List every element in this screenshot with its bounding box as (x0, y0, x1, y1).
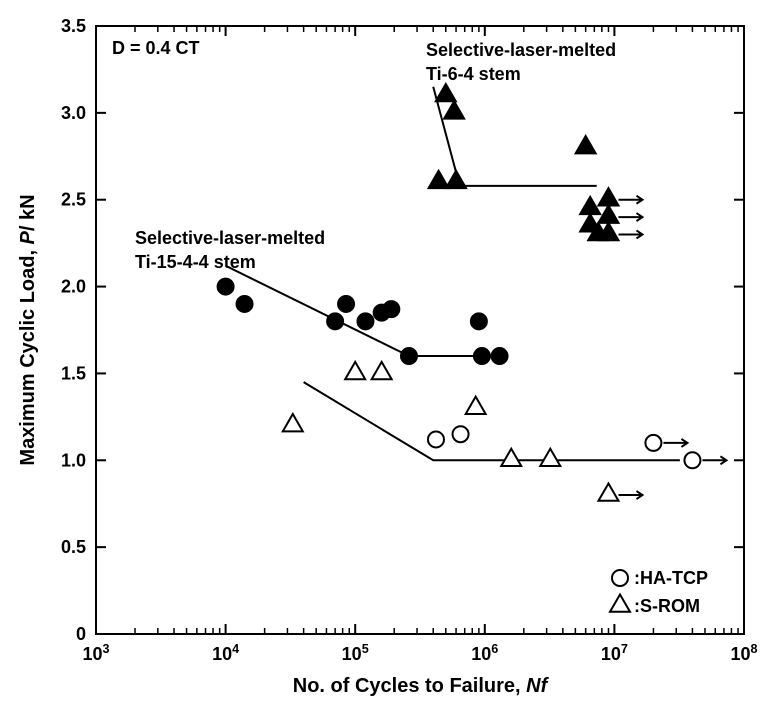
svg-text:3.5: 3.5 (61, 16, 86, 36)
annotation-0: Selective-laser-melted (426, 40, 616, 60)
trend-line (304, 382, 680, 460)
svg-text:105: 105 (342, 642, 369, 664)
trend-line (433, 87, 596, 186)
svg-text:1.5: 1.5 (61, 363, 86, 383)
fatigue-chart: 103 104 105 106 107 108 0 0.5 1.0 1.5 2.0 2.5 3.0 3.5… (0, 0, 776, 715)
svg-text:2.5: 2.5 (61, 190, 86, 210)
legend-label: :S-ROM (634, 596, 700, 616)
annotation-1-line2: Ti-15-4-4 stem (135, 252, 256, 272)
svg-text:3.0: 3.0 (61, 103, 86, 123)
x-axis-label: No. of Cycles to Failure, Nf (293, 675, 550, 697)
svg-text:106: 106 (471, 642, 498, 664)
svg-text:0.5: 0.5 (61, 537, 86, 557)
svg-text:104: 104 (212, 642, 239, 664)
svg-text:2.0: 2.0 (61, 277, 86, 297)
trend-line (226, 266, 504, 356)
legend-label: :HA-TCP (634, 568, 708, 588)
y-axis-label: Maximum Cyclic Load, P/ kN (17, 194, 39, 465)
annotation-1: Selective-laser-melted (135, 228, 325, 248)
svg-text:108: 108 (730, 642, 757, 664)
annotation-0-line2: Ti-6-4 stem (426, 64, 521, 84)
ct-note: D = 0.4 CT (112, 38, 200, 58)
svg-text:103: 103 (82, 642, 109, 664)
svg-text:0: 0 (76, 624, 86, 644)
svg-text:107: 107 (601, 642, 628, 664)
svg-text:1.0: 1.0 (61, 450, 86, 470)
